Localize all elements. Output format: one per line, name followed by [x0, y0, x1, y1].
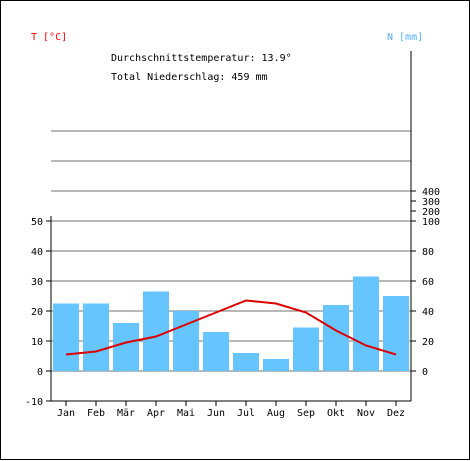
month-label: Jun: [207, 408, 225, 419]
left-tick-label: 40: [31, 247, 43, 258]
left-tick-label: 50: [31, 217, 43, 228]
precipitation-bar: [203, 332, 229, 371]
month-ticks: Jan Feb Mär Apr Mai Jun Jul Aug Sep Okt Nov Dez: [57, 401, 405, 419]
left-tick-label: 20: [31, 307, 43, 318]
precipitation-bar: [383, 296, 409, 371]
month-label: Feb: [87, 408, 105, 419]
temperature-unit-label: T [°C]: [31, 32, 68, 43]
right-tick-label: 40: [422, 307, 434, 318]
right-tick-label: 300: [422, 197, 440, 208]
total-precipitation-text: Total Niederschlag: 459 mm: [111, 72, 268, 83]
precipitation-bar: [113, 323, 139, 371]
precipitation-bar: [263, 359, 289, 371]
left-tick-label: -10: [25, 397, 43, 408]
right-tick-label: 80: [422, 247, 434, 258]
month-label: Apr: [147, 408, 165, 419]
right-tick-label: 60: [422, 277, 434, 288]
month-label: Nov: [357, 408, 375, 419]
right-tick-label: 20: [422, 337, 434, 348]
right-tick-label: 200: [422, 207, 440, 218]
month-label: Dez: [387, 408, 405, 419]
precipitation-bar: [53, 303, 79, 371]
precipitation-bar: [83, 303, 109, 371]
left-axis-ticks: -10 0 10 20 30 40 50: [25, 217, 51, 408]
temperature-line: [65, 299, 397, 356]
right-tick-label: 100: [422, 217, 440, 228]
month-label: Jan: [57, 408, 75, 419]
month-label: Sep: [297, 408, 315, 419]
average-temperature-text: Durchschnittstemperatur: 13.9°: [111, 53, 292, 64]
left-tick-label: 30: [31, 277, 43, 288]
month-label: Okt: [327, 408, 345, 419]
month-label: Aug: [267, 408, 285, 419]
precipitation-bar: [233, 353, 259, 371]
precipitation-bar: [353, 276, 379, 371]
precipitation-bars: [53, 276, 409, 371]
precipitation-unit-label: N [mm]: [387, 32, 424, 43]
temperature-series-line: [65, 299, 397, 356]
right-tick-label: 400: [422, 187, 440, 198]
month-label: Mär: [117, 408, 135, 419]
right-tick-label: 0: [422, 367, 428, 378]
precipitation-bar: [143, 291, 169, 371]
axes: [50, 51, 412, 402]
left-tick-label: 0: [37, 367, 43, 378]
left-tick-label: 10: [31, 337, 43, 348]
month-label: Jul: [237, 408, 255, 419]
month-label: Mai: [177, 408, 195, 419]
precipitation-bar: [323, 305, 349, 371]
precipitation-bar: [293, 327, 319, 371]
